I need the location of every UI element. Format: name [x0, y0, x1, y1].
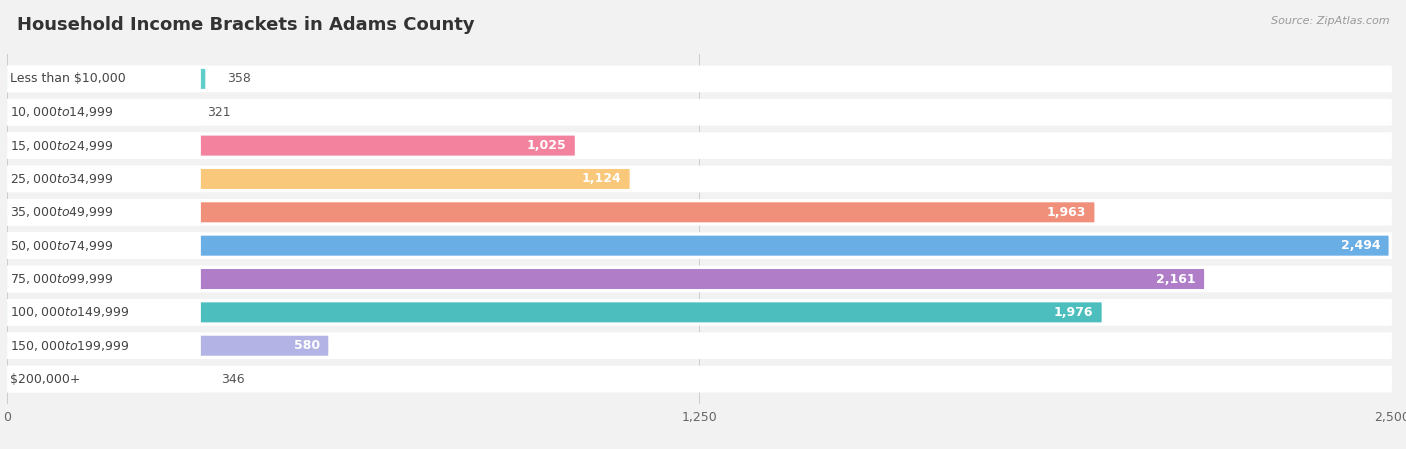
Text: 1,976: 1,976 [1054, 306, 1094, 319]
Text: 1,963: 1,963 [1047, 206, 1087, 219]
Text: Household Income Brackets in Adams County: Household Income Brackets in Adams Count… [17, 16, 474, 34]
FancyBboxPatch shape [7, 336, 329, 356]
Text: $200,000+: $200,000+ [10, 373, 80, 386]
Text: $10,000 to $14,999: $10,000 to $14,999 [10, 105, 114, 119]
Text: 1,124: 1,124 [582, 172, 621, 185]
FancyBboxPatch shape [7, 199, 1392, 226]
Text: $50,000 to $74,999: $50,000 to $74,999 [10, 239, 114, 253]
Text: Source: ZipAtlas.com: Source: ZipAtlas.com [1271, 16, 1389, 26]
FancyBboxPatch shape [7, 299, 201, 326]
Text: 2,494: 2,494 [1341, 239, 1381, 252]
FancyBboxPatch shape [7, 236, 1389, 255]
FancyBboxPatch shape [7, 266, 201, 292]
FancyBboxPatch shape [7, 136, 575, 156]
FancyBboxPatch shape [7, 366, 201, 392]
FancyBboxPatch shape [7, 302, 1102, 322]
Text: 358: 358 [228, 72, 252, 85]
Text: 580: 580 [294, 339, 321, 352]
FancyBboxPatch shape [7, 269, 1204, 289]
Text: 1,025: 1,025 [527, 139, 567, 152]
Text: 2,161: 2,161 [1156, 273, 1197, 286]
Text: $75,000 to $99,999: $75,000 to $99,999 [10, 272, 114, 286]
Text: 321: 321 [207, 106, 231, 119]
FancyBboxPatch shape [7, 99, 1392, 126]
Text: $35,000 to $49,999: $35,000 to $49,999 [10, 205, 114, 219]
Text: $100,000 to $149,999: $100,000 to $149,999 [10, 305, 129, 319]
FancyBboxPatch shape [7, 202, 1094, 222]
FancyBboxPatch shape [7, 232, 201, 259]
FancyBboxPatch shape [7, 132, 1392, 159]
FancyBboxPatch shape [7, 299, 1392, 326]
FancyBboxPatch shape [7, 266, 1392, 292]
FancyBboxPatch shape [7, 66, 1392, 92]
FancyBboxPatch shape [7, 166, 201, 192]
FancyBboxPatch shape [7, 199, 201, 226]
Text: 346: 346 [221, 373, 245, 386]
FancyBboxPatch shape [7, 166, 1392, 192]
Text: $150,000 to $199,999: $150,000 to $199,999 [10, 339, 129, 353]
Text: $25,000 to $34,999: $25,000 to $34,999 [10, 172, 114, 186]
FancyBboxPatch shape [7, 102, 184, 122]
FancyBboxPatch shape [7, 99, 201, 126]
FancyBboxPatch shape [7, 369, 198, 389]
FancyBboxPatch shape [7, 132, 201, 159]
FancyBboxPatch shape [7, 232, 1392, 259]
FancyBboxPatch shape [7, 66, 201, 92]
FancyBboxPatch shape [7, 332, 1392, 359]
FancyBboxPatch shape [7, 169, 630, 189]
FancyBboxPatch shape [7, 366, 1392, 392]
Text: $15,000 to $24,999: $15,000 to $24,999 [10, 139, 114, 153]
Text: Less than $10,000: Less than $10,000 [10, 72, 125, 85]
FancyBboxPatch shape [7, 69, 205, 89]
FancyBboxPatch shape [7, 332, 201, 359]
